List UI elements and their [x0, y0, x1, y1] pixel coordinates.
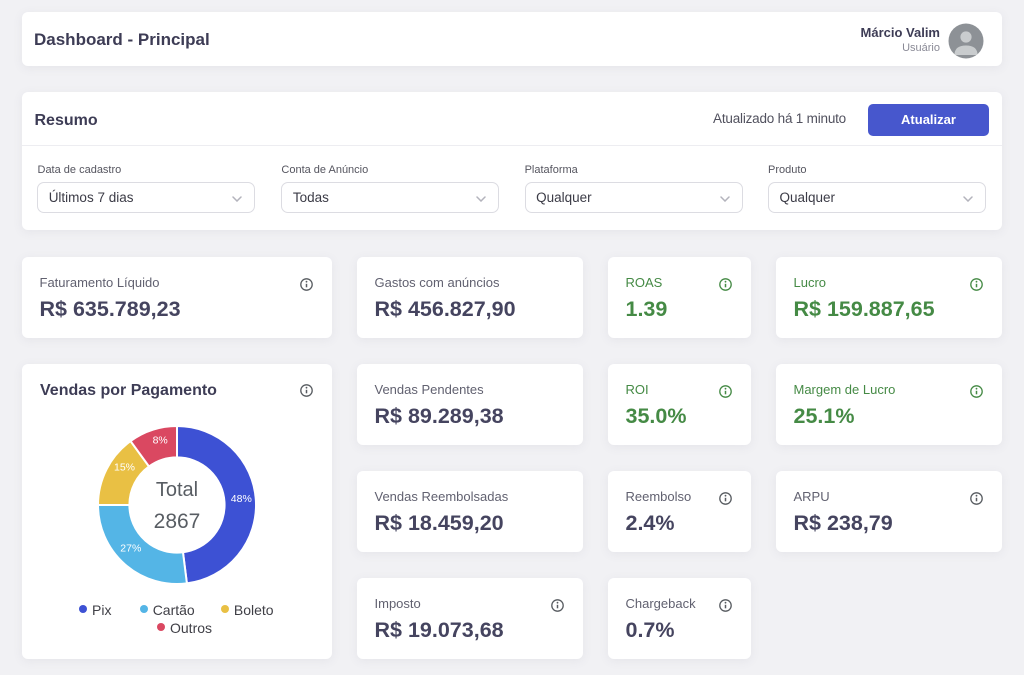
svg-text:48%: 48%	[230, 493, 251, 505]
svg-text:8%: 8%	[152, 434, 167, 446]
svg-text:27%: 27%	[120, 542, 141, 554]
svg-text:15%: 15%	[114, 461, 135, 473]
